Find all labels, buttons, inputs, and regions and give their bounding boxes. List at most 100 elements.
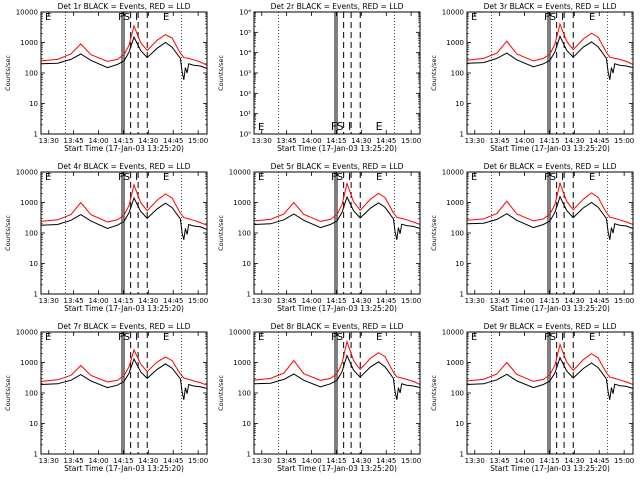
plot-frame (253, 331, 421, 455)
y-tick-label: 10⁰ (239, 131, 251, 139)
y-tick-label: 10⁴ (239, 49, 251, 57)
y-tick-label: 10 (455, 260, 464, 268)
phase-marker-f: F (544, 12, 550, 23)
y-tick-label: 10000 (16, 329, 38, 337)
x-tick-label: 13:45 (64, 457, 84, 465)
y-tick-label: 10000 (442, 169, 464, 177)
y-tick-label: 1000 (20, 359, 38, 367)
x-axis-label: Start Time (17-Jan-03 13:25:20) (277, 304, 397, 313)
y-tick-label: 10000 (16, 169, 38, 177)
plot-frame (40, 331, 208, 455)
series-events (253, 195, 421, 240)
x-tick-label: 13:45 (277, 297, 297, 305)
x-tick-label: 14:15 (113, 137, 133, 145)
y-tick-label: 10000 (442, 329, 464, 337)
y-tick-label: 1 (460, 131, 464, 139)
y-tick-label: 10000 (229, 169, 251, 177)
y-tick-label: 100 (451, 230, 464, 238)
plot-frame (253, 11, 421, 135)
panel-title: Det 4r BLACK = Events, RED = LLD (58, 162, 191, 171)
series-events (40, 35, 208, 80)
panel-title: Det 1r BLACK = Events, RED = LLD (58, 2, 191, 11)
x-tick-label: 13:45 (64, 297, 84, 305)
phase-marker-e-left: E (471, 332, 477, 343)
x-tick-label: 14:30 (564, 137, 584, 145)
phase-marker-e-left: E (471, 12, 477, 23)
x-axis-label: Start Time (17-Jan-03 13:25:20) (490, 144, 610, 153)
y-axis-label: Counts/sec (430, 55, 438, 91)
x-tick-label: 14:15 (113, 457, 133, 465)
phase-marker-e-left: E (258, 122, 264, 133)
y-tick-label: 10000 (16, 9, 38, 17)
x-tick-label: 14:45 (589, 457, 609, 465)
x-tick-label: 14:45 (376, 457, 396, 465)
y-tick-label: 100 (25, 390, 38, 398)
y-tick-label: 1 (34, 131, 38, 139)
x-tick-label: 14:00 (514, 297, 534, 305)
x-tick-label: 13:30 (252, 457, 272, 465)
x-tick-label: 14:30 (351, 457, 371, 465)
phase-marker-s: S (124, 172, 130, 183)
x-tick-label: 14:00 (301, 457, 321, 465)
series-events (466, 34, 634, 80)
panel-det-6: Det 6r BLACK = Events, RED = LLD 1 10 100 10… (430, 162, 634, 313)
y-tick-label: 1000 (233, 199, 251, 207)
x-tick-label: 14:30 (564, 457, 584, 465)
x-tick-label: 14:15 (539, 457, 559, 465)
y-axis-label: Counts/sec (4, 375, 12, 411)
phase-marker-i: I (561, 332, 564, 343)
y-tick-label: 10 (242, 420, 251, 428)
x-tick-label: 13:45 (490, 457, 510, 465)
y-tick-label: 10⁶ (239, 9, 251, 17)
y-axis-label: Counts/sec (4, 215, 12, 251)
y-tick-label: 10¹ (239, 110, 251, 118)
series-lld (253, 339, 421, 385)
phase-marker-e: E (589, 332, 595, 343)
x-tick-label: 13:45 (490, 297, 510, 305)
x-tick-label: 14:15 (539, 297, 559, 305)
x-tick-label: 14:15 (326, 137, 346, 145)
x-tick-label: 14:30 (351, 137, 371, 145)
y-axis-label: Counts/sec (217, 55, 225, 91)
phase-marker-e: E (163, 12, 169, 23)
y-tick-label: 10⁵ (239, 29, 251, 37)
x-tick-label: 13:45 (277, 137, 297, 145)
phase-marker-e-left: E (45, 332, 51, 343)
phase-marker-i: I (135, 332, 138, 343)
y-tick-label: 100 (451, 390, 464, 398)
series-lld (466, 342, 634, 385)
x-tick-label: 13:30 (465, 297, 485, 305)
series-events (466, 356, 634, 400)
phase-marker-s: S (124, 12, 130, 23)
panel-title: Det 8r BLACK = Events, RED = LLD (271, 322, 404, 331)
series-lld (253, 181, 421, 225)
x-tick-label: 14:45 (163, 137, 183, 145)
series-lld (40, 183, 208, 226)
panel-title: Det 6r BLACK = Events, RED = LLD (484, 162, 617, 171)
x-tick-label: 14:30 (138, 457, 158, 465)
x-axis-label: Start Time (17-Jan-03 13:25:20) (64, 304, 184, 313)
x-tick-label: 13:30 (39, 297, 59, 305)
panel-det-1: Det 1r BLACK = Events, RED = LLD 1 10 100 10… (4, 2, 208, 153)
x-tick-label: 13:30 (465, 137, 485, 145)
x-tick-label: 14:45 (376, 297, 396, 305)
panel-det-3: Det 3r BLACK = Events, RED = LLD 1 10 100 10… (430, 2, 634, 153)
phase-marker-f: F (331, 172, 337, 183)
plot-frame (40, 171, 208, 295)
plot-frame (466, 11, 634, 135)
panel-det-2: Det 2r BLACK = Events, RED = LLD 10⁰ 10¹ 10… (217, 2, 421, 153)
x-tick-label: 14:15 (326, 457, 346, 465)
x-tick-label: 13:30 (252, 297, 272, 305)
x-axis-label: Start Time (17-Jan-03 13:25:20) (490, 304, 610, 313)
phase-marker-e-left: E (258, 332, 264, 343)
phase-marker-e-left: E (45, 172, 51, 183)
y-tick-label: 10000 (229, 329, 251, 337)
y-tick-label: 1 (247, 451, 251, 459)
x-tick-label: 15:00 (188, 137, 208, 145)
series-events (466, 195, 634, 240)
y-tick-label: 1000 (446, 39, 464, 47)
x-tick-label: 14:45 (163, 457, 183, 465)
phase-marker-e-left: E (45, 12, 51, 23)
phase-marker-f: F (331, 332, 337, 343)
